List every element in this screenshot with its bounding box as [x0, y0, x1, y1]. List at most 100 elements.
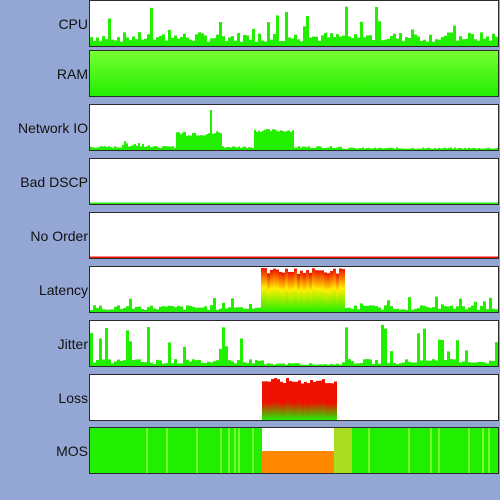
- g-net-bar: [274, 129, 276, 150]
- mos-bar: [380, 428, 382, 473]
- mos-graph-svg: [90, 428, 498, 473]
- mos-bar: [494, 428, 496, 473]
- mos-bar: [102, 428, 104, 473]
- g-net-bar: [394, 148, 396, 150]
- mos-bar: [130, 428, 132, 473]
- g-jit-bar: [309, 363, 312, 366]
- g-cpu-bar: [147, 34, 150, 46]
- mos-bar: [474, 428, 476, 473]
- g-cpu-bar: [201, 33, 204, 46]
- mos-bar: [452, 428, 454, 473]
- g-net-bar: [462, 148, 464, 150]
- latency-bar: [168, 305, 171, 312]
- g-net-bar: [334, 147, 336, 150]
- g-cpu-bar: [129, 40, 132, 46]
- g-net-bar: [186, 135, 188, 150]
- metric-row-network-io: Network IO: [0, 104, 500, 151]
- g-net-bar: [148, 145, 150, 150]
- g-net-bar: [468, 147, 470, 150]
- mos-bar: [146, 428, 148, 473]
- latency-bar: [150, 305, 153, 312]
- metric-row-latency: Latency: [0, 266, 500, 313]
- g-cpu-bar: [297, 39, 300, 46]
- g-net-bar: [276, 130, 278, 150]
- latency-bar: [327, 273, 330, 312]
- g-cpu-bar: [483, 38, 486, 46]
- latency-bar: [153, 308, 156, 312]
- g-net-bar: [422, 147, 424, 150]
- mos-bar: [134, 428, 136, 473]
- g-jit-bar: [492, 360, 495, 366]
- mos-bar: [306, 451, 308, 473]
- mos-bar: [280, 451, 282, 473]
- latency-bar: [261, 268, 264, 312]
- g-cpu-bar: [306, 15, 309, 46]
- g-net-bar: [304, 146, 306, 150]
- latency-bar: [474, 301, 477, 312]
- g-jit-bar: [255, 360, 258, 366]
- g-net-bar: [252, 147, 254, 150]
- latency-bar: [333, 268, 336, 312]
- g-cpu-bar: [120, 41, 123, 46]
- loss-bar: [283, 383, 286, 420]
- g-net-bar: [456, 148, 458, 150]
- g-jit-bar: [177, 363, 180, 366]
- mos-bar: [484, 428, 486, 473]
- g-jit-bar: [183, 346, 186, 366]
- mos-bar: [360, 428, 362, 473]
- latency-bar: [138, 306, 141, 312]
- g-jit-bar: [228, 360, 231, 366]
- g-jit-bar: [201, 362, 204, 366]
- mos-bar: [116, 428, 118, 473]
- mos-bar: [376, 428, 378, 473]
- loss-bar: [325, 383, 328, 420]
- g-jit-bar: [462, 361, 465, 366]
- mos-bar: [260, 428, 262, 473]
- latency-bar: [279, 271, 282, 312]
- g-net-bar: [118, 147, 120, 150]
- g-net-bar: [362, 147, 364, 150]
- g-jit-bar: [222, 327, 225, 366]
- g-cpu-bar: [351, 38, 354, 46]
- mos-bar: [90, 428, 92, 473]
- latency-bar: [390, 306, 393, 312]
- g-net-bar: [482, 148, 484, 150]
- mos-bar: [354, 428, 356, 473]
- metric-graph-latency: [89, 266, 499, 313]
- g-cpu-bar: [219, 22, 222, 46]
- latency-bar: [198, 307, 201, 312]
- mos-bar: [364, 428, 366, 473]
- mos-bar: [240, 428, 242, 473]
- g-jit-bar: [213, 361, 216, 366]
- loss-bar: [313, 381, 316, 420]
- g-net-bar: [288, 130, 290, 150]
- g-jit-bar: [102, 359, 105, 366]
- g-net-bar: [270, 131, 272, 150]
- latency-bar: [294, 268, 297, 312]
- g-net-bar: [124, 141, 126, 150]
- g-cpu-bar: [111, 39, 114, 46]
- g-cpu-bar: [453, 25, 456, 46]
- g-cpu-bar: [342, 35, 345, 46]
- jitter-graph-svg: [90, 324, 498, 366]
- g-jit-bar: [207, 361, 210, 366]
- mos-bar: [264, 451, 266, 473]
- latency-bar: [135, 306, 138, 312]
- mos-bar: [374, 428, 376, 473]
- g-cpu-bar: [255, 41, 258, 46]
- g-net-bar: [178, 132, 180, 150]
- network-io-graph-svg: [90, 110, 498, 150]
- g-net-bar: [342, 148, 344, 150]
- g-cpu-bar: [225, 41, 228, 46]
- g-jit-bar: [351, 361, 354, 366]
- g-jit-bar: [417, 333, 420, 366]
- g-jit-bar: [129, 341, 132, 366]
- g-net-bar: [386, 148, 388, 150]
- g-net-bar: [136, 145, 138, 150]
- g-jit-bar: [339, 364, 342, 366]
- latency-bar: [417, 308, 420, 312]
- mos-bar: [252, 428, 254, 473]
- mos-bar: [244, 428, 246, 473]
- g-cpu-bar: [204, 35, 207, 46]
- mos-bar: [442, 428, 444, 473]
